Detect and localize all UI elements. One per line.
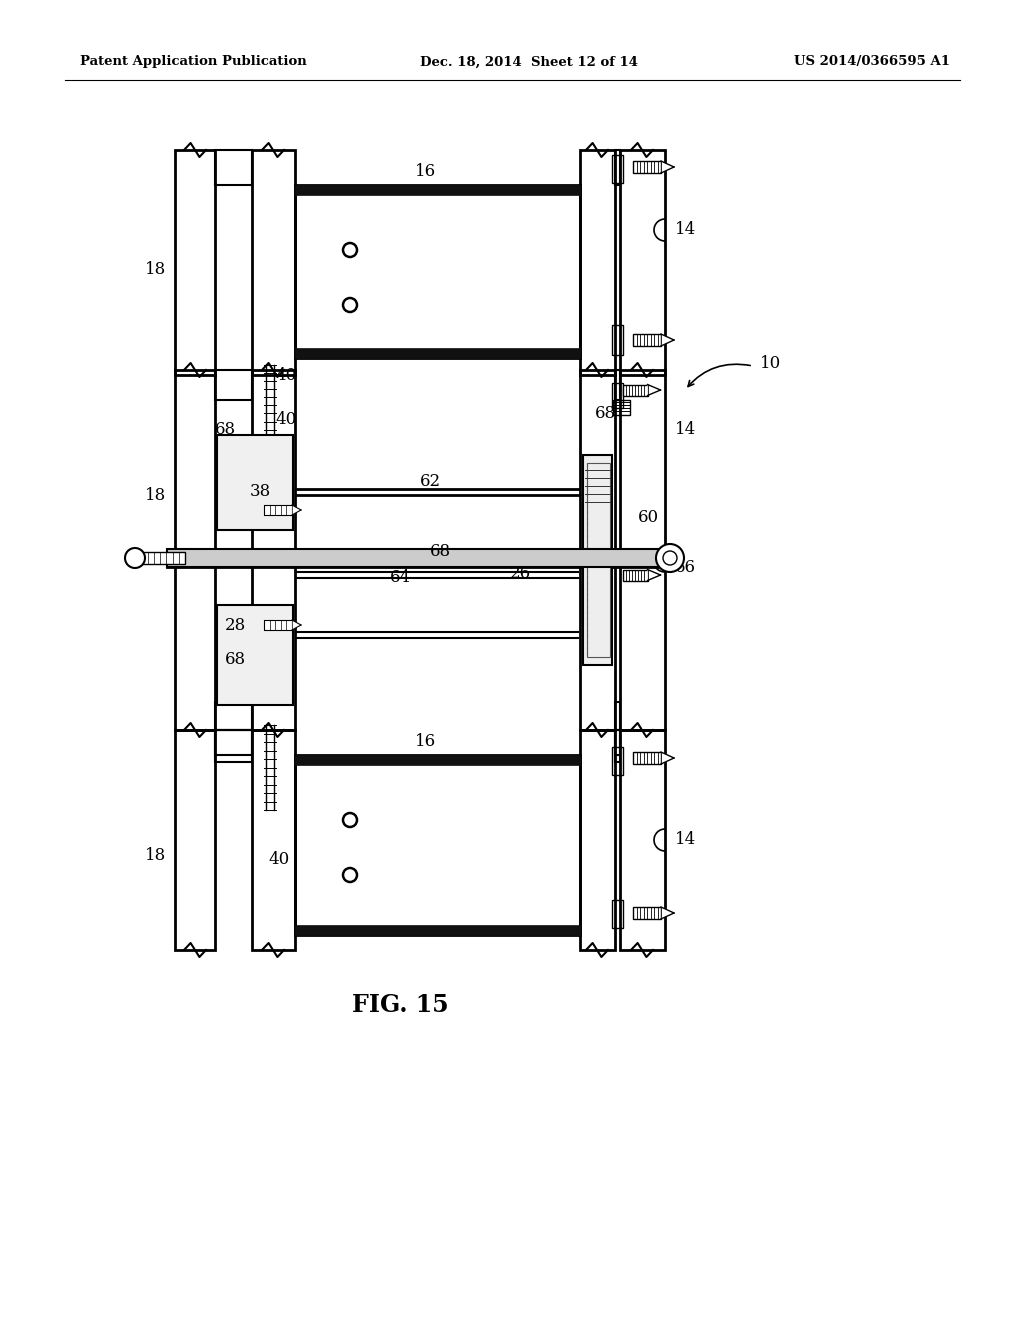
Text: 68: 68 — [225, 652, 246, 668]
Circle shape — [343, 243, 357, 257]
Bar — [295, 185, 580, 358]
Bar — [264, 620, 292, 630]
Text: 40: 40 — [275, 367, 296, 384]
Bar — [215, 730, 252, 762]
Polygon shape — [662, 334, 674, 346]
Text: 14: 14 — [675, 421, 696, 438]
Text: 68: 68 — [430, 544, 452, 561]
Bar — [295, 925, 580, 935]
Bar — [587, 463, 610, 657]
Circle shape — [343, 869, 357, 882]
Circle shape — [125, 548, 145, 568]
Text: Patent Application Publication: Patent Application Publication — [80, 55, 307, 69]
Bar — [295, 755, 580, 766]
Text: US 2014/0366595 A1: US 2014/0366595 A1 — [794, 55, 950, 69]
Bar — [580, 730, 615, 950]
Text: 62: 62 — [420, 474, 441, 491]
Text: 14: 14 — [675, 832, 696, 849]
Text: 38: 38 — [250, 483, 271, 500]
Bar — [252, 150, 295, 375]
Bar — [295, 755, 580, 935]
Bar — [615, 730, 620, 762]
Text: 18: 18 — [145, 487, 166, 503]
Text: 18: 18 — [145, 261, 166, 279]
Bar — [583, 455, 612, 665]
Text: 26: 26 — [510, 565, 531, 582]
Bar — [613, 400, 630, 414]
Bar — [612, 154, 623, 183]
Polygon shape — [292, 506, 301, 515]
Bar — [620, 150, 665, 375]
Bar — [633, 161, 662, 173]
Bar — [217, 605, 293, 705]
Bar — [264, 506, 292, 515]
Bar — [623, 384, 647, 396]
Bar — [175, 730, 215, 950]
Bar — [215, 370, 252, 400]
Bar — [612, 900, 623, 928]
Text: Dec. 18, 2014  Sheet 12 of 14: Dec. 18, 2014 Sheet 12 of 14 — [420, 55, 638, 69]
Polygon shape — [662, 161, 674, 173]
Bar — [215, 150, 252, 185]
Bar — [167, 549, 677, 568]
Bar — [135, 552, 185, 564]
Polygon shape — [647, 384, 660, 396]
Polygon shape — [647, 569, 660, 581]
Bar — [252, 370, 295, 730]
Text: FIG. 15: FIG. 15 — [351, 993, 449, 1016]
Bar — [633, 907, 662, 919]
Bar — [620, 730, 665, 950]
Polygon shape — [662, 907, 674, 919]
Bar — [615, 702, 620, 730]
Bar — [633, 752, 662, 764]
Text: 28: 28 — [225, 616, 246, 634]
Circle shape — [656, 544, 684, 572]
Text: 40: 40 — [275, 412, 296, 429]
Bar — [623, 569, 647, 581]
Text: 66: 66 — [675, 560, 696, 577]
Bar — [215, 702, 252, 730]
Bar — [175, 370, 215, 730]
Bar — [295, 185, 580, 195]
Bar — [612, 325, 623, 355]
Text: 10: 10 — [760, 355, 781, 371]
Circle shape — [663, 550, 677, 565]
Bar — [620, 370, 665, 730]
Circle shape — [343, 813, 357, 828]
Text: 16: 16 — [415, 734, 436, 751]
Text: 14: 14 — [675, 222, 696, 239]
Bar — [580, 150, 615, 375]
Text: 60: 60 — [638, 508, 659, 525]
Bar — [217, 436, 293, 531]
Bar — [615, 150, 620, 185]
Bar — [175, 150, 215, 375]
Text: 40: 40 — [268, 851, 289, 869]
Text: 68: 68 — [215, 421, 237, 438]
Text: 64: 64 — [390, 569, 411, 586]
Bar — [215, 730, 252, 755]
Bar — [615, 370, 620, 400]
Text: 16: 16 — [415, 164, 436, 181]
Bar — [252, 730, 295, 950]
Polygon shape — [292, 620, 301, 630]
Bar — [612, 747, 623, 775]
Text: 68: 68 — [595, 404, 616, 421]
Bar — [612, 383, 623, 408]
Text: 18: 18 — [145, 846, 166, 863]
Bar — [295, 348, 580, 358]
Bar — [580, 370, 615, 730]
Bar — [633, 334, 662, 346]
Bar — [615, 730, 620, 755]
Circle shape — [343, 298, 357, 312]
Polygon shape — [662, 752, 674, 764]
